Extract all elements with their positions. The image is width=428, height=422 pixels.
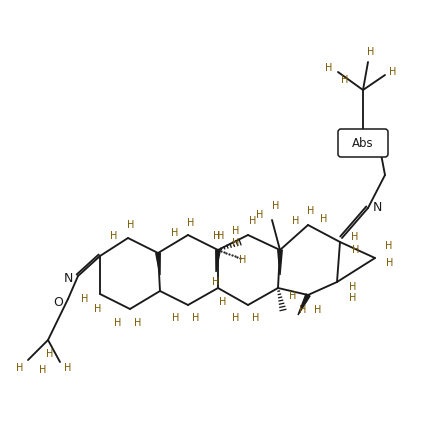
- Text: H: H: [171, 228, 178, 238]
- Text: H: H: [94, 304, 102, 314]
- Text: N: N: [63, 271, 73, 284]
- Text: H: H: [389, 67, 397, 77]
- Text: H: H: [212, 277, 220, 287]
- Text: H: H: [367, 47, 374, 57]
- Text: H: H: [349, 293, 357, 303]
- Text: H: H: [289, 291, 297, 301]
- Text: H: H: [272, 201, 279, 211]
- Polygon shape: [298, 294, 310, 315]
- Text: H: H: [232, 226, 240, 236]
- Text: H: H: [192, 313, 200, 323]
- Polygon shape: [156, 253, 160, 275]
- Text: H: H: [134, 318, 142, 328]
- Text: H: H: [232, 313, 240, 323]
- Text: H: H: [325, 63, 333, 73]
- Polygon shape: [216, 250, 220, 272]
- Text: H: H: [320, 214, 328, 224]
- Text: H: H: [110, 231, 118, 241]
- Text: H: H: [81, 294, 89, 304]
- Text: H: H: [127, 220, 135, 230]
- Text: H: H: [39, 365, 47, 375]
- Text: H: H: [64, 363, 71, 373]
- Text: H: H: [232, 238, 240, 248]
- Text: N: N: [372, 200, 382, 214]
- FancyBboxPatch shape: [338, 129, 388, 157]
- Text: H: H: [385, 241, 392, 251]
- Text: H: H: [46, 349, 54, 359]
- Text: H: H: [307, 206, 315, 216]
- Text: H: H: [239, 255, 247, 265]
- Text: H: H: [351, 232, 359, 242]
- Text: H: H: [213, 231, 221, 241]
- Text: H: H: [114, 318, 122, 328]
- Text: H: H: [299, 305, 307, 315]
- Text: H: H: [341, 75, 349, 85]
- Text: H: H: [349, 282, 357, 292]
- Text: H: H: [256, 210, 264, 220]
- Text: H: H: [253, 313, 260, 323]
- Text: O: O: [53, 297, 63, 309]
- Text: H: H: [314, 305, 322, 315]
- Text: H: H: [292, 216, 300, 226]
- Text: H: H: [16, 363, 24, 373]
- Text: H: H: [250, 216, 257, 226]
- Text: H: H: [219, 297, 227, 307]
- Text: H: H: [217, 231, 225, 241]
- Text: H: H: [172, 313, 180, 323]
- Text: H: H: [352, 245, 360, 255]
- Text: Abs: Abs: [352, 136, 374, 149]
- Text: H: H: [386, 258, 394, 268]
- Text: H: H: [187, 218, 195, 228]
- Polygon shape: [278, 250, 282, 275]
